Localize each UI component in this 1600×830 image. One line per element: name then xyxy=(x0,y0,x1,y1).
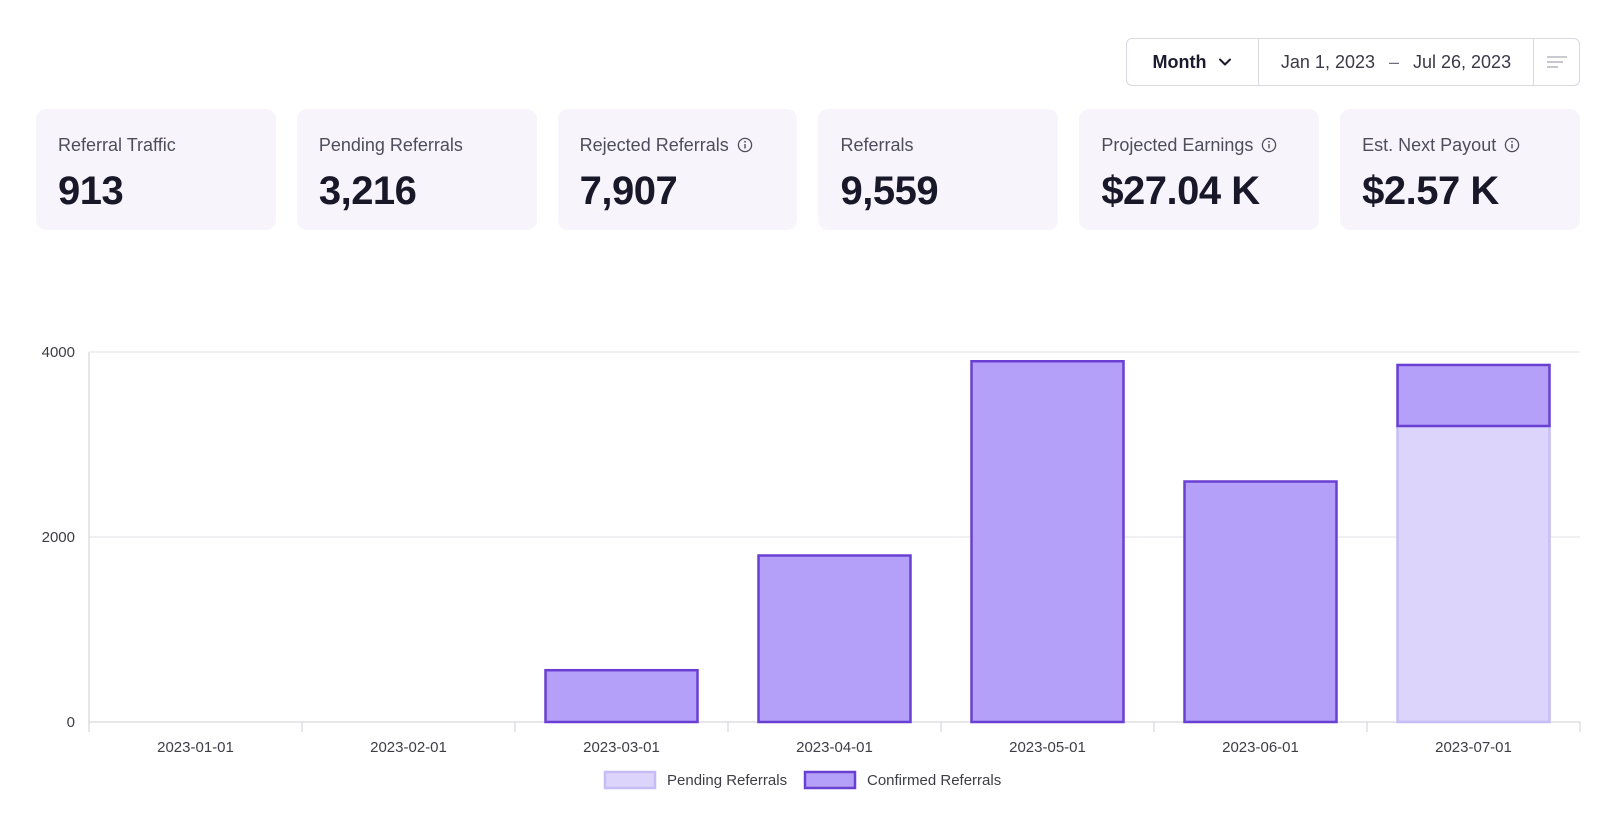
card-est-next-payout: Est. Next Payout $2.57 K xyxy=(1340,109,1580,230)
bar-confirmed-referrals xyxy=(970,360,1125,724)
bar-confirmed-referrals xyxy=(757,554,912,724)
x-tick-label: 2023-02-01 xyxy=(370,739,447,756)
x-tick-label: 2023-05-01 xyxy=(1009,739,1086,756)
card-value: 3,216 xyxy=(318,169,417,213)
y-tick-label: 0 xyxy=(67,714,75,731)
card-projected-earnings: Projected Earnings $27.04 K xyxy=(1079,109,1320,230)
card-value: 9,559 xyxy=(840,169,939,213)
card-label: Referrals xyxy=(840,134,914,155)
card-pending-referrals: Pending Referrals 3,216 xyxy=(296,109,537,230)
legend-swatch xyxy=(603,770,657,790)
date-toolbar: Month Jan 1, 2023 – Jul 26, 2023 xyxy=(1126,38,1580,86)
card-value: $2.57 K xyxy=(1362,169,1499,213)
card-label: Projected Earnings xyxy=(1101,134,1254,155)
card-value: $27.04 K xyxy=(1101,169,1260,213)
stat-cards: Referral Traffic 913 Pending Referrals 3… xyxy=(36,109,1580,230)
card-value: 7,907 xyxy=(579,169,678,213)
period-dropdown[interactable]: Month xyxy=(1127,39,1259,85)
legend-swatch xyxy=(803,770,857,790)
card-rejected-referrals: Rejected Referrals 7,907 xyxy=(557,109,798,230)
date-start: Jan 1, 2023 xyxy=(1280,51,1375,72)
card-label: Rejected Referrals xyxy=(579,134,729,155)
y-tick-label: 2000 xyxy=(42,529,75,546)
filter-lines-icon xyxy=(1546,56,1567,68)
card-referrals: Referrals 9,559 xyxy=(818,109,1059,230)
info-icon[interactable] xyxy=(1261,137,1277,153)
legend-label: Confirmed Referrals xyxy=(867,772,1001,789)
bar-confirmed-referrals xyxy=(1183,480,1338,724)
bar-confirmed-referrals xyxy=(1396,363,1551,428)
info-icon[interactable] xyxy=(1504,137,1520,153)
card-label: Referral Traffic xyxy=(58,134,176,155)
filter-button[interactable] xyxy=(1533,39,1579,85)
period-label: Month xyxy=(1152,51,1207,72)
bar-confirmed-referrals xyxy=(544,668,699,724)
chevron-down-icon xyxy=(1219,58,1232,66)
info-icon[interactable] xyxy=(737,137,753,153)
date-end: Jul 26, 2023 xyxy=(1413,51,1512,72)
x-tick-label: 2023-06-01 xyxy=(1222,739,1299,756)
card-label: Est. Next Payout xyxy=(1362,134,1497,155)
bar-pending-referrals xyxy=(1396,424,1551,724)
x-tick-label: 2023-04-01 xyxy=(796,739,873,756)
legend-label: Pending Referrals xyxy=(667,772,787,789)
x-tick-label: 2023-03-01 xyxy=(583,739,660,756)
card-value: 913 xyxy=(58,169,124,213)
y-tick-label: 4000 xyxy=(42,344,75,361)
card-label: Pending Referrals xyxy=(318,134,463,155)
card-referral-traffic: Referral Traffic 913 xyxy=(36,109,276,230)
date-range-picker[interactable]: Jan 1, 2023 – Jul 26, 2023 xyxy=(1259,39,1533,85)
date-separator: – xyxy=(1388,51,1399,72)
x-tick-label: 2023-07-01 xyxy=(1435,739,1512,756)
x-tick-label: 2023-01-01 xyxy=(157,739,234,756)
referrals-bar-chart: 0 2000 4000 2023-01-01 2023-02-01 2023-03-01 2… xyxy=(42,344,1581,790)
